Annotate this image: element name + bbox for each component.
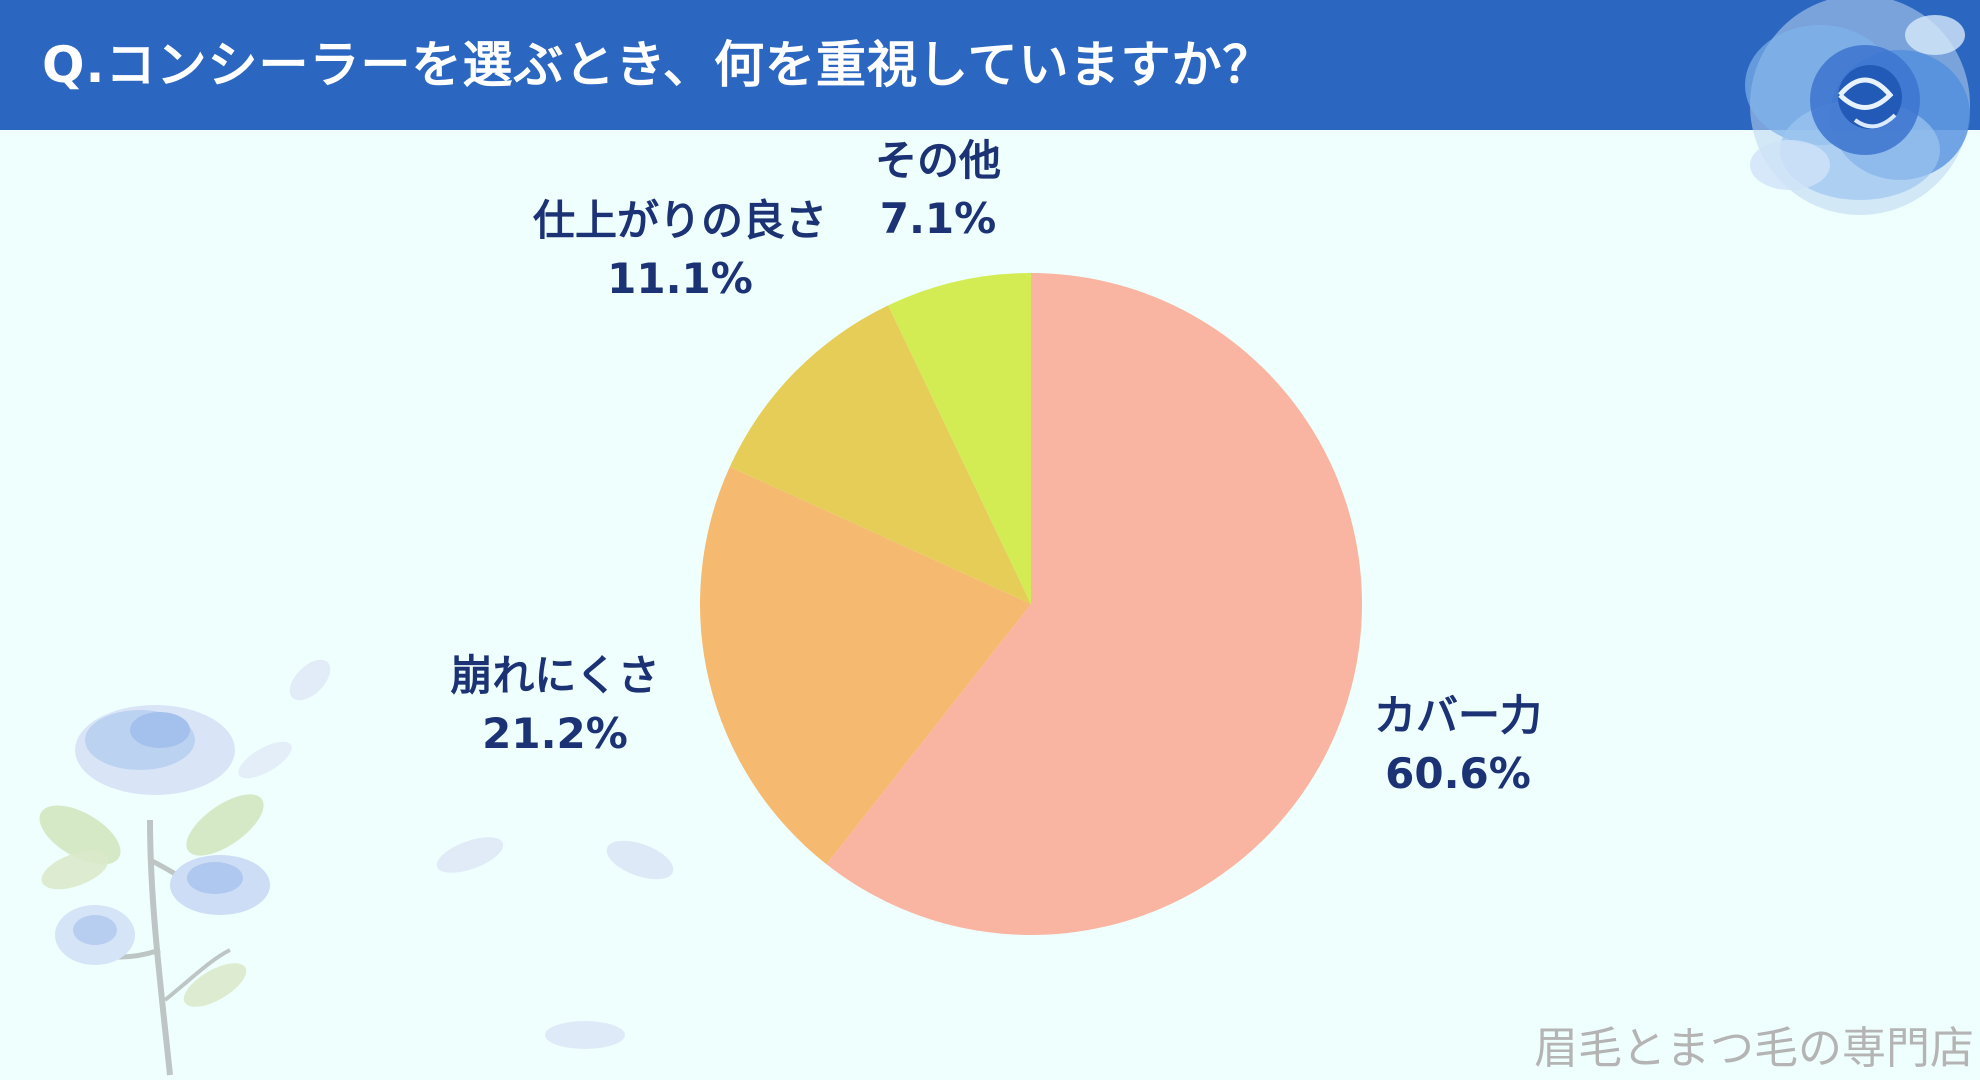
slice-label-4: その他 <box>875 136 1001 185</box>
pie-slices <box>700 273 1362 936</box>
pie-slice-3 <box>729 305 1031 604</box>
page-title: Q.コンシーラーを選ぶとき、何を重視していますか？ <box>42 36 1274 94</box>
slice-label-1: カバー力 <box>1374 691 1542 740</box>
pie-labels: カバー力 60.6% 崩れにくさ 21.2% 仕上がりの良さ 11.1% その他 7.1% <box>450 136 1542 798</box>
pie-slice-4 <box>888 273 1031 604</box>
slice-value-1: 60.6% <box>1385 749 1531 798</box>
pie-slice-2 <box>700 466 1031 865</box>
slice-label-3: 仕上がりの良さ <box>533 196 827 245</box>
slice-value-2: 21.2% <box>482 709 628 758</box>
header-bar: Q.コンシーラーを選ぶとき、何を重視していますか？ <box>0 0 1980 130</box>
slice-value-4: 7.1% <box>880 194 996 243</box>
slice-value-3: 11.1% <box>607 254 753 303</box>
pie-slice-1 <box>826 273 1362 936</box>
slice-label-2: 崩れにくさ <box>450 651 659 700</box>
watermark-text: 眉毛とまつ毛の専門店 <box>1534 1023 1974 1074</box>
